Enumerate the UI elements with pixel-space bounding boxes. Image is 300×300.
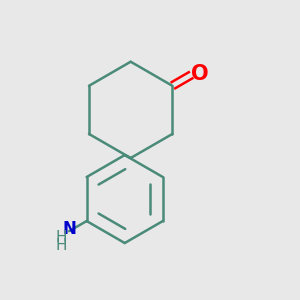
Text: N: N xyxy=(62,220,76,238)
Text: H: H xyxy=(55,230,67,245)
Text: O: O xyxy=(191,64,209,84)
Text: H: H xyxy=(56,238,68,253)
